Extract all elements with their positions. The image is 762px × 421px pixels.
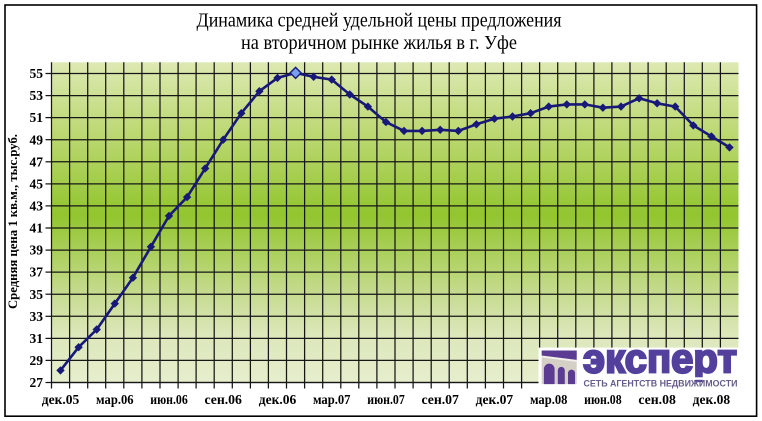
svg-text:дек.05: дек.05 (42, 393, 80, 408)
svg-text:мар.08: мар.08 (530, 393, 568, 408)
svg-text:49: 49 (30, 132, 44, 147)
svg-text:мар.07: мар.07 (313, 393, 351, 408)
svg-text:дек.06: дек.06 (259, 393, 297, 408)
svg-text:мар.06: мар.06 (96, 393, 134, 408)
svg-text:43: 43 (30, 199, 44, 214)
svg-text:55: 55 (30, 66, 44, 81)
svg-text:сен.06: сен.06 (204, 393, 242, 408)
svg-text:сен.08: сен.08 (638, 393, 676, 408)
svg-text:41: 41 (30, 221, 44, 236)
svg-text:на вторичном рынке жилья в г.: на вторичном рынке жилья в г. Уфе (241, 33, 517, 54)
svg-text:дек.07: дек.07 (476, 393, 514, 408)
svg-text:37: 37 (30, 265, 44, 280)
svg-text:июн.06: июн.06 (150, 393, 188, 408)
svg-text:29: 29 (30, 353, 44, 368)
svg-text:июн.07: июн.07 (367, 393, 405, 408)
svg-text:сен.07: сен.07 (421, 393, 459, 408)
svg-text:51: 51 (30, 110, 44, 125)
svg-text:июн.08: июн.08 (584, 393, 622, 408)
svg-text:47: 47 (30, 154, 44, 169)
svg-text:35: 35 (30, 287, 44, 302)
svg-text:СЕТЬ АГЕНТСТВ НЕДВИЖИМОСТИ: СЕТЬ АГЕНТСТВ НЕДВИЖИМОСТИ (584, 379, 738, 389)
svg-text:33: 33 (30, 309, 44, 324)
svg-text:эксперт: эксперт (583, 336, 737, 382)
svg-text:39: 39 (30, 243, 44, 258)
svg-text:27: 27 (30, 375, 44, 390)
svg-text:45: 45 (30, 177, 44, 192)
svg-text:Средняя цена 1 кв.м., тыс.руб.: Средняя цена 1 кв.м., тыс.руб. (5, 134, 20, 309)
svg-text:дек.08: дек.08 (693, 393, 731, 408)
svg-text:53: 53 (30, 88, 44, 103)
svg-text:Динамика средней удельной цены: Динамика средней удельной цены предложен… (197, 11, 562, 32)
svg-text:31: 31 (30, 331, 44, 346)
